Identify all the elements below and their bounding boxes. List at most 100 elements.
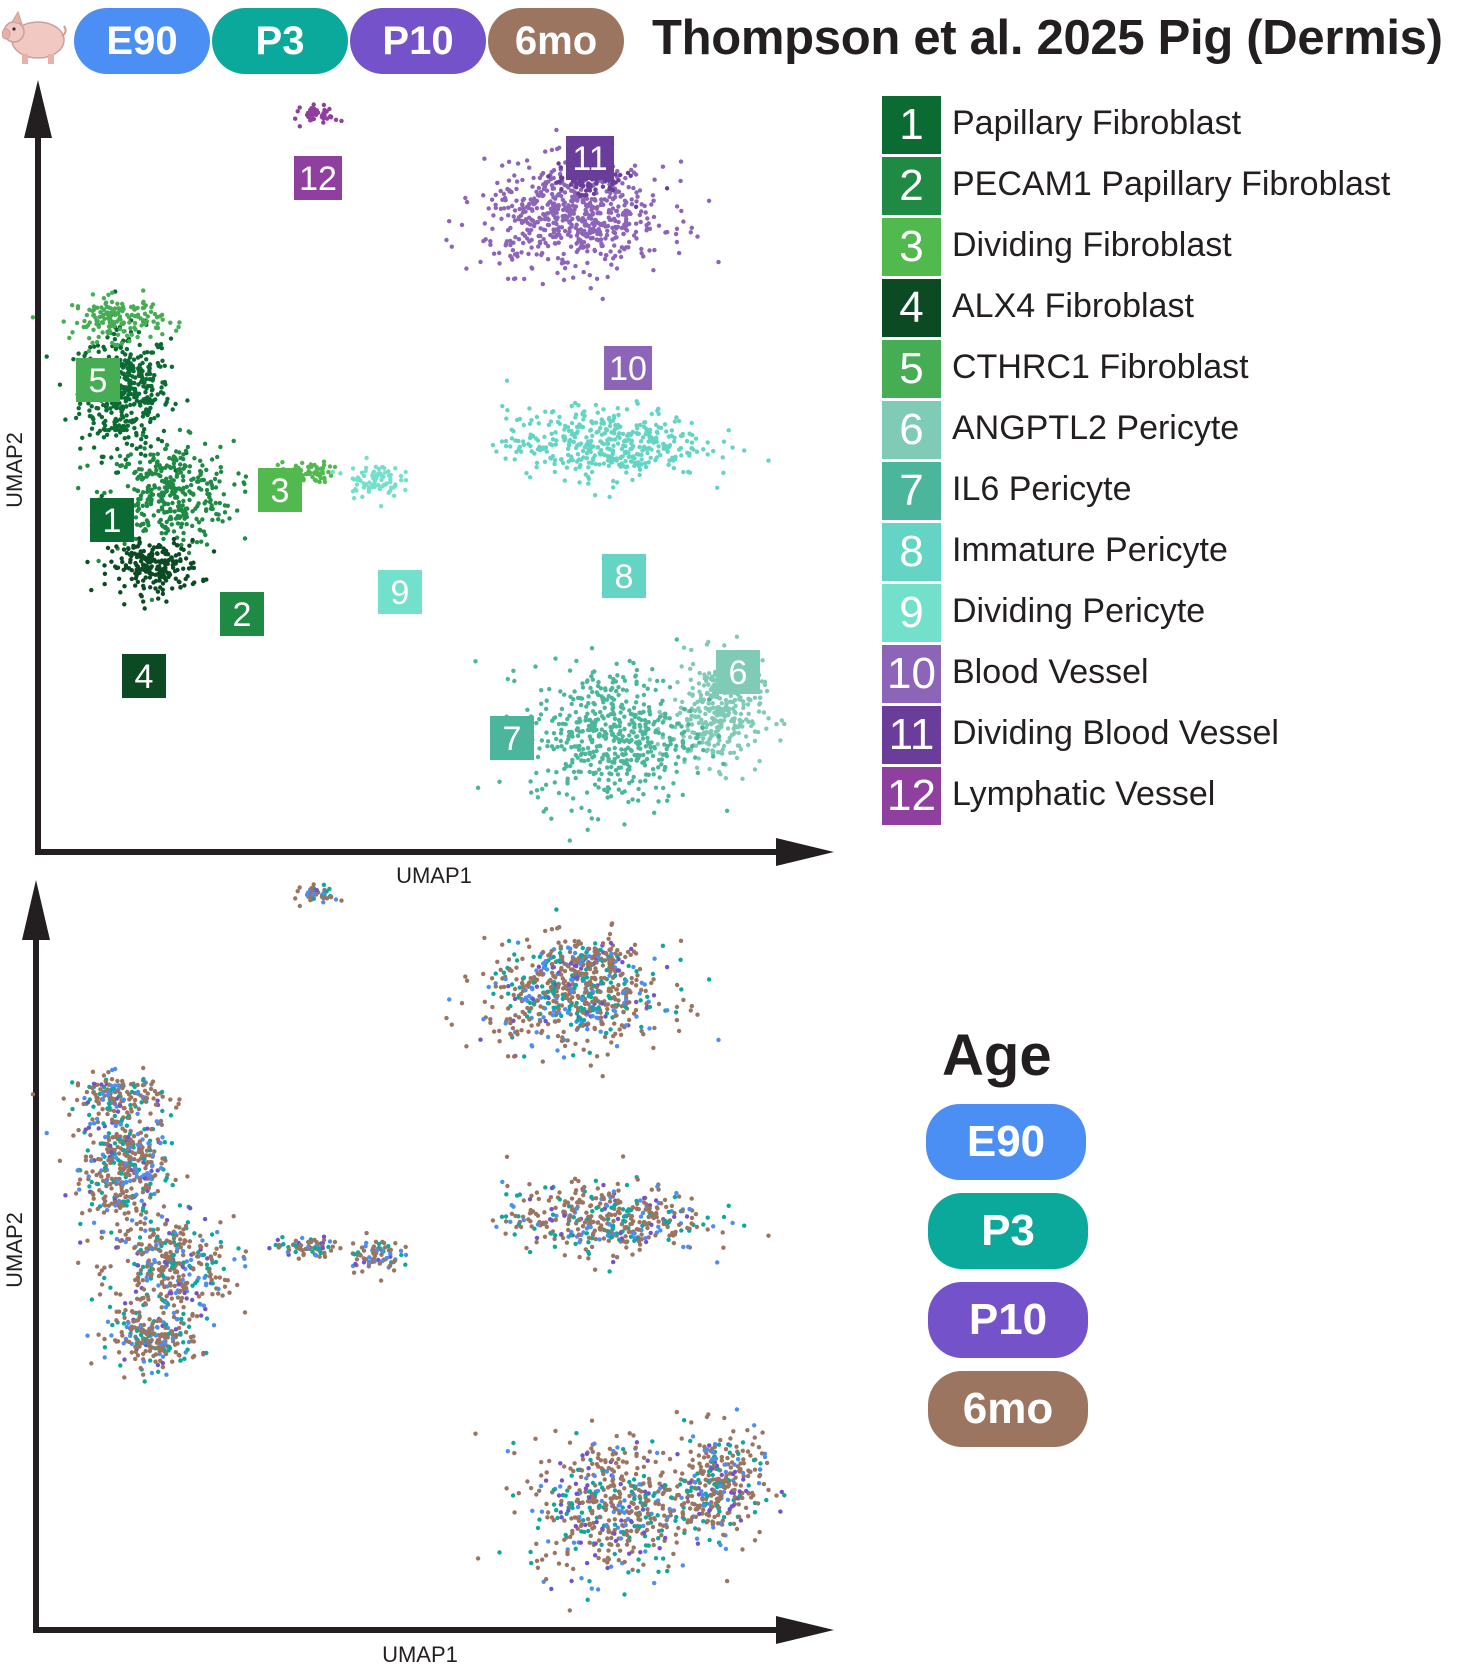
age-point bbox=[727, 1443, 733, 1448]
cluster-point bbox=[150, 376, 156, 381]
cluster-point bbox=[534, 465, 539, 470]
cluster-point bbox=[192, 580, 197, 585]
cluster-point bbox=[459, 222, 465, 228]
cluster-point bbox=[577, 480, 582, 485]
cluster-point bbox=[185, 444, 191, 450]
age-point bbox=[160, 1354, 166, 1359]
cluster-point bbox=[155, 321, 160, 326]
cluster-point bbox=[660, 752, 666, 757]
cluster-point bbox=[583, 472, 588, 477]
cluster-point bbox=[630, 778, 635, 784]
cluster-point bbox=[569, 403, 574, 409]
age-point bbox=[680, 1471, 685, 1476]
cluster-point bbox=[545, 202, 550, 207]
cluster-point bbox=[91, 445, 97, 450]
cluster-point bbox=[444, 237, 449, 243]
age-point bbox=[690, 1434, 696, 1439]
cluster-point bbox=[662, 742, 667, 747]
cluster-point bbox=[740, 699, 746, 704]
cluster-point bbox=[576, 457, 582, 462]
cluster-point bbox=[138, 559, 144, 564]
cluster-point bbox=[615, 772, 621, 777]
cluster-point bbox=[211, 549, 217, 554]
cluster-point bbox=[654, 429, 660, 435]
cluster-point bbox=[162, 485, 168, 490]
age-point bbox=[706, 1473, 711, 1478]
cluster-point bbox=[574, 430, 580, 436]
age-point bbox=[172, 1342, 178, 1347]
cluster-point bbox=[687, 735, 693, 740]
cluster-point bbox=[599, 417, 604, 422]
cluster-point bbox=[621, 759, 626, 764]
cluster-point bbox=[625, 745, 631, 750]
age-point bbox=[243, 1264, 248, 1269]
age-point bbox=[164, 1175, 169, 1181]
cluster-point bbox=[605, 274, 610, 280]
cluster-point bbox=[543, 180, 548, 185]
cluster-label-2: 2 bbox=[233, 596, 252, 634]
cluster-point bbox=[133, 576, 138, 581]
age-point bbox=[125, 1258, 131, 1264]
cluster-point bbox=[620, 687, 626, 692]
cluster-point bbox=[519, 250, 524, 255]
age-point bbox=[181, 1241, 186, 1246]
cluster-point bbox=[90, 415, 95, 420]
cluster-point bbox=[569, 224, 574, 229]
cluster-point bbox=[647, 708, 652, 713]
age-point bbox=[115, 1096, 120, 1101]
cluster-point bbox=[717, 738, 722, 743]
cluster-point bbox=[509, 436, 515, 441]
cluster-point bbox=[590, 226, 595, 232]
cluster-point bbox=[384, 481, 389, 486]
cluster-point bbox=[135, 565, 141, 571]
cluster-point bbox=[313, 478, 319, 483]
cluster-point bbox=[620, 192, 625, 198]
cluster-point bbox=[599, 727, 604, 732]
cluster-point bbox=[135, 544, 141, 549]
cluster-point bbox=[572, 400, 578, 406]
cluster-point bbox=[535, 754, 541, 760]
cluster-point bbox=[690, 744, 695, 749]
cluster-point bbox=[756, 709, 762, 714]
cluster-point bbox=[173, 495, 178, 500]
cluster-point bbox=[624, 688, 629, 693]
age-point bbox=[190, 1311, 195, 1317]
cluster-point bbox=[132, 425, 137, 431]
cluster-point bbox=[584, 196, 590, 201]
cluster-point bbox=[124, 441, 130, 446]
age-point bbox=[192, 1353, 197, 1359]
cluster-point bbox=[634, 734, 639, 739]
cluster-point bbox=[123, 352, 128, 357]
age-point bbox=[732, 1481, 737, 1486]
cluster-point bbox=[153, 471, 158, 476]
age-point bbox=[281, 1242, 286, 1247]
cluster-point bbox=[576, 215, 581, 221]
cluster-point bbox=[187, 497, 192, 503]
cluster-point bbox=[527, 231, 532, 236]
cluster-point bbox=[500, 403, 505, 409]
cluster-point bbox=[144, 357, 149, 362]
age-point bbox=[138, 1365, 143, 1371]
cluster-point bbox=[594, 181, 599, 186]
cluster-point bbox=[386, 469, 391, 474]
age-point bbox=[657, 1481, 662, 1486]
cluster-point bbox=[144, 503, 150, 509]
cluster-point bbox=[651, 268, 656, 273]
cluster-point bbox=[649, 447, 654, 452]
age-point bbox=[745, 1473, 751, 1479]
cluster-point bbox=[190, 509, 195, 514]
cluster-point bbox=[96, 349, 101, 354]
cluster-point bbox=[727, 735, 732, 741]
cluster-point bbox=[652, 810, 657, 815]
cluster-point bbox=[147, 575, 153, 580]
cluster-point bbox=[139, 467, 144, 472]
cluster-point bbox=[338, 471, 343, 476]
age-point bbox=[179, 1320, 184, 1325]
cluster-point bbox=[615, 673, 620, 678]
cluster-point bbox=[173, 576, 178, 581]
cluster-point bbox=[300, 460, 305, 466]
age-point bbox=[95, 1181, 101, 1187]
cluster-point bbox=[123, 457, 128, 462]
cluster-point bbox=[749, 723, 754, 729]
cluster-point bbox=[779, 718, 784, 723]
